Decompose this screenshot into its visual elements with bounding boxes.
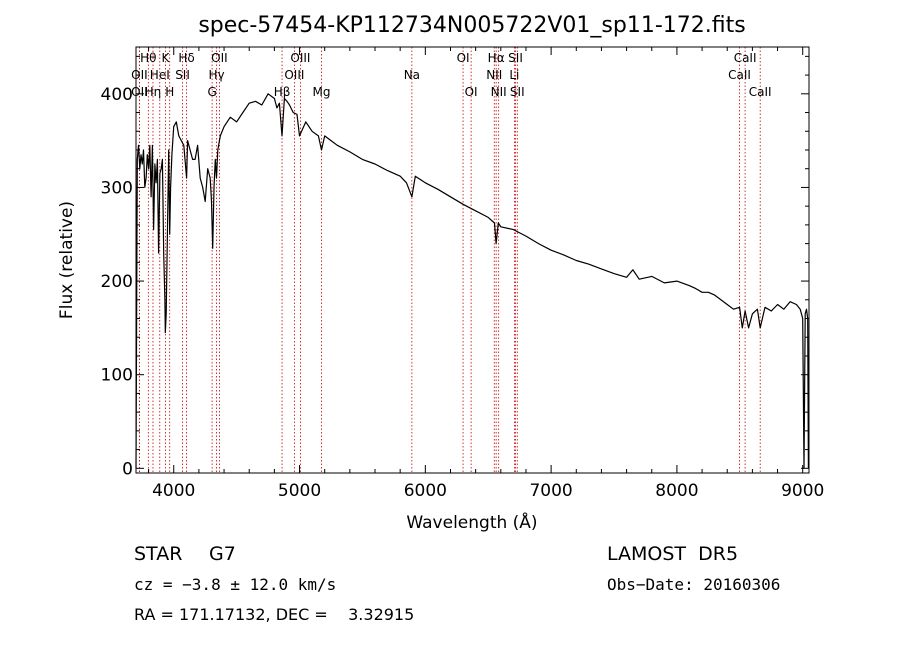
spectral-line-label: OII	[131, 85, 148, 99]
spectral-line-label: H	[165, 85, 174, 99]
spectral-line-label: Hδ	[178, 51, 194, 65]
y-tick-label: 400	[101, 85, 133, 105]
spectral-line-label: Li	[509, 68, 519, 82]
spectral-line-label: SII	[510, 85, 525, 99]
spectral-line-label: SII	[175, 68, 190, 82]
spectral-line-label: SII	[508, 51, 523, 65]
spectral-line-label: OII	[211, 51, 228, 65]
spectral-line-label: Hα	[488, 51, 505, 65]
spectral-line-markers	[138, 47, 761, 473]
spectral-line-label: Hη	[145, 85, 162, 99]
y-tick-label: 200	[101, 272, 133, 292]
spectral-line-label: NII	[486, 68, 502, 82]
spectral-line-label: Hθ	[140, 51, 156, 65]
spectral-line-label: Mg	[313, 85, 331, 99]
spectral-line-label: CaII	[734, 51, 757, 65]
spectral-line-label: CaII	[728, 68, 751, 82]
x-tick-label: 8000	[655, 481, 698, 501]
spectral-line-label: OI	[457, 51, 470, 65]
spectral-line-label: Hβ	[274, 85, 291, 99]
spectrum-series-line	[135, 93, 809, 469]
x-tick-label: 4000	[152, 481, 195, 501]
object-subclass: G7	[209, 543, 236, 565]
object-class: STAR	[134, 543, 182, 565]
plot-frame	[135, 46, 810, 474]
y-tick-label: 100	[101, 366, 133, 386]
spectral-line-label: OIII	[284, 68, 304, 82]
spectral-line-label: Hγ	[208, 68, 224, 82]
x-tick-label: 7000	[529, 481, 572, 501]
y-tick-label: 300	[101, 178, 133, 198]
observation-date: Obs−Date: 20160306	[607, 575, 780, 594]
x-axis-ticks: 4000 5000 6000 7000 8000 9000	[148, 47, 824, 501]
y-tick-label: 0	[122, 459, 133, 479]
x-tick-label: 6000	[404, 481, 447, 501]
survey-name: LAMOST DR5	[607, 543, 738, 565]
spectral-line-label: K	[161, 51, 170, 65]
spectral-line-label: G	[207, 85, 216, 99]
chart-title: spec-57454-KP112734N005722V01_sp11-172.f…	[198, 13, 745, 38]
spectral-line-label: OIII	[290, 51, 310, 65]
redshift-velocity: cz = −3.8 ± 12.0 km/s	[134, 575, 336, 594]
spectral-line-label: CaII	[749, 85, 772, 99]
spectral-line-label: OI	[465, 85, 478, 99]
x-axis-label: Wavelength (Å)	[406, 511, 537, 533]
y-axis-ticks: 0 100 200 300 400	[101, 55, 809, 479]
spectral-line-label: Na	[404, 68, 420, 82]
x-tick-label: 9000	[781, 481, 824, 501]
spectral-line-label: HeI	[150, 68, 170, 82]
spectral-line-label: NII	[491, 85, 507, 99]
coordinates: RA = 171.17132, DEC = 3.32915	[134, 605, 414, 624]
x-tick-label: 5000	[278, 481, 321, 501]
y-axis-label: Flux (relative)	[57, 201, 77, 319]
